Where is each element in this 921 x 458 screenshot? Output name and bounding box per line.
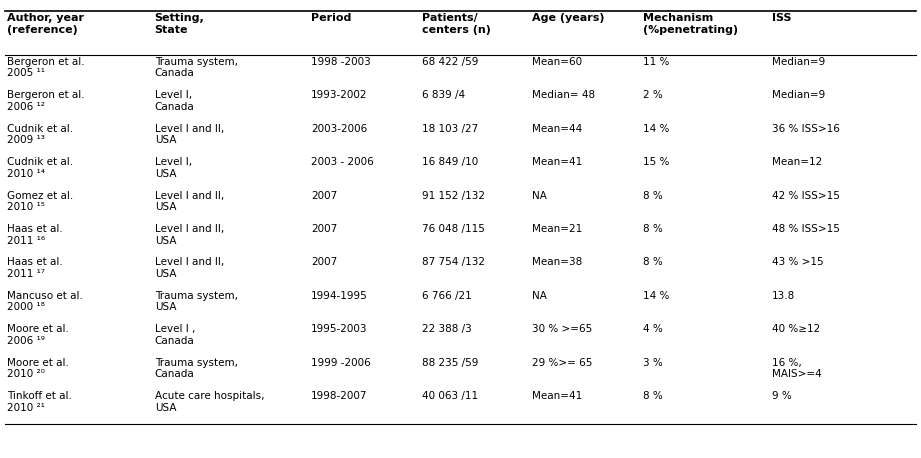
Text: 76 048 /115: 76 048 /115 [422,224,484,234]
Text: Trauma system,
Canada: Trauma system, Canada [155,358,238,379]
Text: 87 754 /132: 87 754 /132 [422,257,484,267]
Text: 48 % ISS>15: 48 % ISS>15 [772,224,840,234]
Text: Mean=12: Mean=12 [772,157,822,167]
Text: 14 %: 14 % [643,124,670,134]
Text: 1998-2007: 1998-2007 [311,391,367,401]
Text: 8 %: 8 % [643,257,662,267]
Text: Setting,
State: Setting, State [155,13,204,35]
Text: Level I,
USA: Level I, USA [155,157,192,179]
Text: 30 % >=65: 30 % >=65 [532,324,592,334]
Text: 15 %: 15 % [643,157,670,167]
Text: Cudnik et al.
2009 ¹³: Cudnik et al. 2009 ¹³ [7,124,74,145]
Text: Acute care hospitals,
USA: Acute care hospitals, USA [155,391,264,413]
Text: 16 %,
MAIS>=4: 16 %, MAIS>=4 [772,358,822,379]
Text: Mechanism
(%penetrating): Mechanism (%penetrating) [643,13,738,35]
Text: 2003 - 2006: 2003 - 2006 [311,157,374,167]
Text: 13.8: 13.8 [772,291,795,301]
Text: 36 % ISS>16: 36 % ISS>16 [772,124,840,134]
Text: Tinkoff et al.
2010 ²¹: Tinkoff et al. 2010 ²¹ [7,391,72,413]
Text: Gomez et al.
2010 ¹⁵: Gomez et al. 2010 ¹⁵ [7,191,74,212]
Text: Mean=41: Mean=41 [532,157,583,167]
Text: 8 %: 8 % [643,391,662,401]
Text: 91 152 /132: 91 152 /132 [422,191,484,201]
Text: 3 %: 3 % [643,358,662,368]
Text: Median=9: Median=9 [772,90,825,100]
Text: 1993-2002: 1993-2002 [311,90,367,100]
Text: Author, year
(reference): Author, year (reference) [7,13,85,35]
Text: Mean=41: Mean=41 [532,391,583,401]
Text: Level I and II,
USA: Level I and II, USA [155,191,224,212]
Text: 40 %≥12: 40 %≥12 [772,324,820,334]
Text: 1999 -2006: 1999 -2006 [311,358,371,368]
Text: Mean=21: Mean=21 [532,224,583,234]
Text: Moore et al.
2006 ¹⁹: Moore et al. 2006 ¹⁹ [7,324,69,346]
Text: 2007: 2007 [311,224,338,234]
Text: 18 103 /27: 18 103 /27 [422,124,478,134]
Text: Haas et al.
2011 ¹⁷: Haas et al. 2011 ¹⁷ [7,257,64,279]
Text: 42 % ISS>15: 42 % ISS>15 [772,191,840,201]
Text: 1998 -2003: 1998 -2003 [311,57,371,67]
Text: Median=9: Median=9 [772,57,825,67]
Text: 40 063 /11: 40 063 /11 [422,391,478,401]
Text: 1995-2003: 1995-2003 [311,324,367,334]
Text: 8 %: 8 % [643,191,662,201]
Text: 68 422 /59: 68 422 /59 [422,57,478,67]
Text: Level I and II,
USA: Level I and II, USA [155,124,224,145]
Text: 2007: 2007 [311,191,338,201]
Text: 8 %: 8 % [643,224,662,234]
Text: Level I ,
Canada: Level I , Canada [155,324,195,346]
Text: Patients/
centers (n): Patients/ centers (n) [422,13,491,35]
Text: Trauma system,
USA: Trauma system, USA [155,291,238,312]
Text: 88 235 /59: 88 235 /59 [422,358,478,368]
Text: 43 % >15: 43 % >15 [772,257,823,267]
Text: Mean=60: Mean=60 [532,57,582,67]
Text: 2 %: 2 % [643,90,662,100]
Text: ISS: ISS [772,13,791,23]
Text: Mean=38: Mean=38 [532,257,583,267]
Text: 29 %>= 65: 29 %>= 65 [532,358,593,368]
Text: 6 839 /4: 6 839 /4 [422,90,465,100]
Text: 16 849 /10: 16 849 /10 [422,157,478,167]
Text: Moore et al.
2010 ²⁰: Moore et al. 2010 ²⁰ [7,358,69,379]
Text: 2007: 2007 [311,257,338,267]
Text: Bergeron et al.
2006 ¹²: Bergeron et al. 2006 ¹² [7,90,85,112]
Text: 2003-2006: 2003-2006 [311,124,367,134]
Text: Level I and II,
USA: Level I and II, USA [155,224,224,245]
Text: Mean=44: Mean=44 [532,124,583,134]
Text: Bergeron et al.
2005 ¹¹: Bergeron et al. 2005 ¹¹ [7,57,85,78]
Text: Age (years): Age (years) [532,13,605,23]
Text: Median= 48: Median= 48 [532,90,596,100]
Text: 1994-1995: 1994-1995 [311,291,368,301]
Text: 11 %: 11 % [643,57,670,67]
Text: 22 388 /3: 22 388 /3 [422,324,472,334]
Text: 9 %: 9 % [772,391,791,401]
Text: Level I,
Canada: Level I, Canada [155,90,194,112]
Text: 14 %: 14 % [643,291,670,301]
Text: Mancuso et al.
2000 ¹⁸: Mancuso et al. 2000 ¹⁸ [7,291,83,312]
Text: Level I and II,
USA: Level I and II, USA [155,257,224,279]
Text: Trauma system,
Canada: Trauma system, Canada [155,57,238,78]
Text: NA: NA [532,291,547,301]
Text: Cudnik et al.
2010 ¹⁴: Cudnik et al. 2010 ¹⁴ [7,157,74,179]
Text: Haas et al.
2011 ¹⁶: Haas et al. 2011 ¹⁶ [7,224,64,245]
Text: 6 766 /21: 6 766 /21 [422,291,472,301]
Text: Period: Period [311,13,352,23]
Text: 4 %: 4 % [643,324,662,334]
Text: NA: NA [532,191,547,201]
